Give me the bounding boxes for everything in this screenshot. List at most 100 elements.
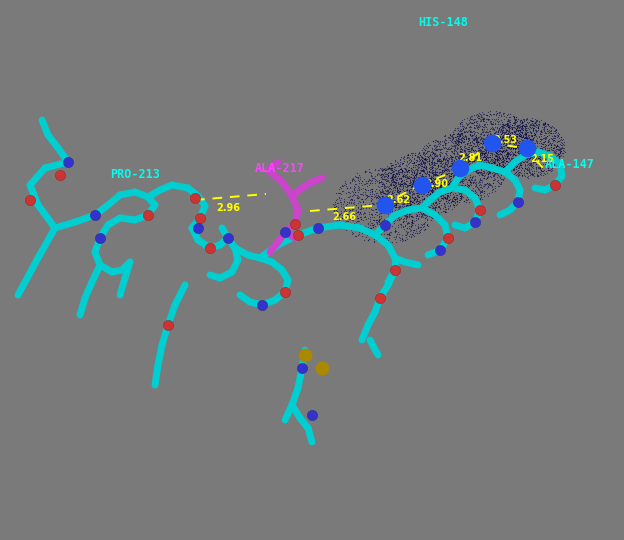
Point (553, 145, 563, 154)
Point (353, 173, 363, 182)
Point (440, 143, 450, 152)
Point (495, 154, 505, 163)
Point (411, 195, 421, 204)
Point (506, 128, 516, 137)
Point (373, 182, 383, 191)
Point (489, 142, 499, 151)
Point (497, 110, 507, 118)
Point (464, 161, 474, 170)
Point (509, 158, 519, 166)
Point (371, 215, 381, 224)
Point (355, 207, 365, 216)
Point (541, 154, 551, 163)
Point (437, 176, 447, 185)
Point (402, 174, 412, 183)
Point (494, 154, 504, 163)
Point (393, 220, 403, 229)
Point (414, 199, 424, 208)
Point (423, 199, 433, 208)
Point (484, 161, 494, 170)
Point (481, 154, 491, 163)
Point (520, 163, 530, 172)
Point (487, 125, 497, 133)
Point (451, 193, 461, 202)
Point (442, 167, 452, 176)
Point (439, 144, 449, 153)
Point (397, 237, 407, 245)
Point (473, 168, 483, 177)
Point (534, 116, 544, 125)
Point (388, 196, 397, 205)
Point (416, 171, 426, 180)
Point (518, 118, 528, 126)
Point (487, 120, 497, 129)
Point (457, 175, 467, 184)
Point (417, 210, 427, 219)
Point (460, 162, 470, 171)
Point (482, 160, 492, 168)
Point (388, 179, 398, 188)
Point (503, 129, 513, 137)
Point (460, 180, 470, 189)
Point (470, 142, 480, 151)
Point (456, 150, 466, 159)
Point (402, 186, 412, 194)
Point (526, 116, 536, 124)
Point (412, 162, 422, 171)
Point (499, 127, 509, 136)
Point (490, 165, 500, 174)
Point (424, 182, 434, 191)
Point (460, 139, 470, 148)
Point (550, 126, 560, 134)
Point (469, 188, 479, 197)
Point (395, 168, 405, 177)
Point (524, 144, 534, 152)
Point (377, 177, 387, 186)
Point (442, 187, 452, 195)
Point (412, 222, 422, 231)
Point (482, 135, 492, 144)
Point (469, 197, 479, 205)
Point (456, 144, 466, 153)
Point (500, 164, 510, 173)
Point (499, 130, 509, 138)
Point (521, 136, 531, 144)
Text: ALA-217: ALA-217 (255, 161, 305, 174)
Point (512, 157, 522, 166)
Point (346, 205, 356, 213)
Point (510, 144, 520, 152)
Point (428, 163, 438, 171)
Point (380, 176, 390, 185)
Point (428, 194, 438, 203)
Point (456, 129, 466, 138)
Point (489, 125, 499, 133)
Point (377, 192, 387, 201)
Point (416, 174, 426, 183)
Point (496, 179, 506, 187)
Point (393, 172, 403, 181)
Point (430, 169, 440, 178)
Point (350, 232, 360, 240)
Point (409, 194, 419, 203)
Point (389, 156, 399, 165)
Point (395, 208, 405, 217)
Point (404, 186, 414, 194)
Point (393, 192, 403, 201)
Point (454, 170, 464, 179)
Point (330, 202, 340, 211)
Point (504, 133, 514, 141)
Point (552, 137, 562, 145)
Point (485, 146, 495, 154)
Point (449, 170, 459, 178)
Point (475, 193, 485, 202)
Point (367, 179, 377, 187)
Point (419, 145, 429, 154)
Point (539, 134, 548, 143)
Point (405, 187, 415, 196)
Point (479, 134, 489, 143)
Point (368, 200, 378, 208)
Point (422, 210, 432, 218)
Point (397, 190, 407, 199)
Point (419, 194, 429, 203)
Point (466, 165, 476, 173)
